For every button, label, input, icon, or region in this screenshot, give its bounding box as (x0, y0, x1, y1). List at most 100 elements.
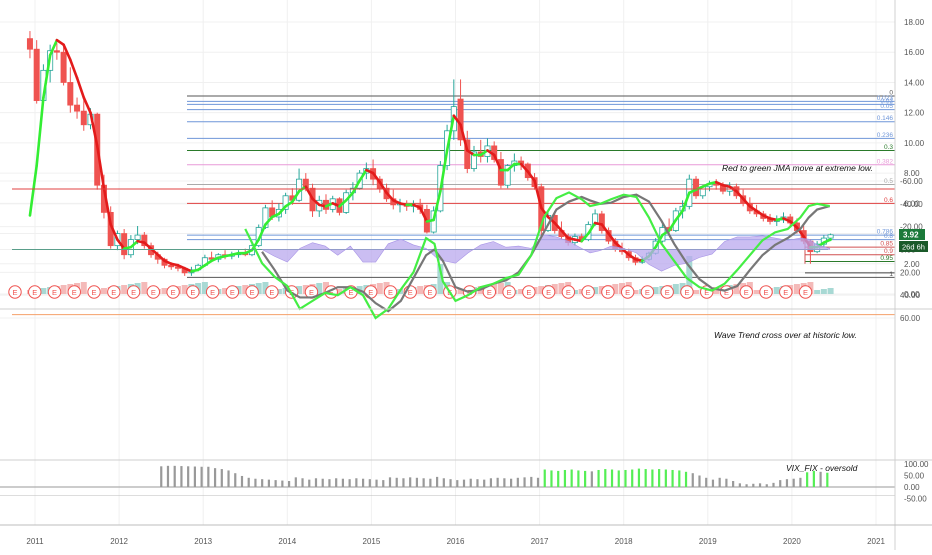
vix-bar (637, 468, 641, 487)
jma-segment (203, 259, 213, 267)
vix-bar (435, 476, 439, 487)
jma-segment (479, 149, 489, 157)
earnings-label: E (72, 288, 77, 297)
volume-bar (497, 283, 504, 294)
candle-body (471, 151, 478, 169)
jma-segment (492, 153, 503, 172)
vix-bar (173, 465, 176, 487)
jma-segment (674, 209, 684, 222)
volume-bar (753, 290, 760, 294)
jma-segment (143, 241, 153, 250)
vix-bar (732, 481, 735, 487)
earnings-circle (561, 285, 576, 299)
earnings-marker: E (225, 285, 240, 299)
vix-bar (752, 483, 755, 487)
earnings-label: E (526, 288, 531, 297)
earnings-marker: E (47, 285, 62, 299)
earnings-marker: E (8, 285, 22, 299)
jma-segment (607, 232, 617, 244)
candle-body (282, 195, 289, 210)
vix-bar (187, 466, 190, 487)
fib-level-label: 0.3 (884, 144, 893, 151)
vix-bar (684, 471, 688, 487)
vix-bar (382, 480, 385, 487)
last-price-value: 3.92 (903, 231, 919, 240)
jma-segment (822, 238, 832, 244)
jma-segment (418, 206, 429, 223)
jma-segment (486, 149, 496, 157)
vix-bar (570, 469, 573, 487)
earnings-label: E (111, 288, 116, 297)
volume-bar (558, 283, 565, 294)
earnings-label: E (684, 288, 689, 297)
jma-segment (196, 263, 207, 272)
earnings-label: E (704, 288, 709, 297)
earnings-circle (680, 285, 694, 299)
earnings-marker: E (620, 285, 635, 299)
volume-bar (141, 282, 148, 294)
earnings-label: E (605, 288, 610, 297)
earnings-label: E (32, 288, 37, 297)
jma-segment (533, 179, 543, 210)
jma-segment (102, 186, 112, 226)
earnings-label: E (368, 288, 373, 297)
vix-bar (678, 470, 681, 487)
vix-bar (604, 469, 607, 487)
vix-bar (698, 475, 701, 487)
earnings-circle (739, 285, 753, 299)
vix-bar (254, 478, 257, 487)
volume-bar (592, 287, 599, 294)
vix-bar (826, 472, 829, 487)
countdown-value: 26d 6h (902, 243, 925, 252)
earnings-circle (640, 285, 655, 299)
vix-bar (664, 469, 667, 487)
fib-level-label: 0.8 (884, 233, 893, 240)
earnings-circle (8, 285, 22, 299)
earnings-marker: E (87, 285, 101, 299)
earnings-marker: E (67, 285, 81, 299)
earnings-marker: E (107, 285, 121, 299)
price-y-tick-label: 18.00 (904, 18, 925, 27)
earnings-label: E (190, 288, 195, 297)
jma-segment (371, 171, 382, 184)
earnings-label: E (171, 288, 176, 297)
vix-bar (442, 478, 445, 487)
wavetrend-annotation: Wave Trend cross over at historic low. (714, 330, 857, 340)
volume-bar (100, 288, 107, 294)
x-tick-label: 2012 (110, 537, 128, 546)
vix-bar (469, 478, 472, 487)
volume-bar (201, 282, 208, 294)
vix-bar (348, 479, 351, 487)
earnings-circle (798, 285, 813, 299)
earnings-marker: E (304, 285, 319, 299)
earnings-label: E (645, 288, 650, 297)
vix-bar (563, 469, 567, 487)
earnings-label: E (269, 288, 274, 297)
price-y-tick-label: 8.00 (904, 169, 920, 178)
volume-bar (551, 284, 558, 294)
vix-bar (631, 469, 634, 487)
earnings-marker: E (146, 285, 161, 299)
earnings-label: E (507, 288, 512, 297)
vix-bar (503, 478, 506, 487)
vix-bar (415, 477, 419, 487)
earnings-marker: E (245, 285, 259, 299)
vix-bar (234, 473, 237, 487)
vix-bar (193, 466, 196, 487)
candle-body (60, 51, 67, 83)
jma-segment (378, 180, 388, 195)
volume-bar (827, 288, 834, 294)
jma-segment (667, 218, 678, 232)
vix-bar (705, 477, 708, 487)
earnings-circle (87, 285, 101, 299)
jma-segment (28, 164, 38, 217)
volume-bar (336, 289, 343, 294)
earnings-circle (265, 285, 279, 299)
vix-bar (745, 484, 748, 487)
vix-bar (610, 469, 614, 487)
fib-level-label: 0.9 (884, 248, 893, 255)
volume-bar (814, 290, 821, 294)
volume-bar (275, 289, 282, 294)
last-price-tag: 3.92 (899, 229, 925, 240)
